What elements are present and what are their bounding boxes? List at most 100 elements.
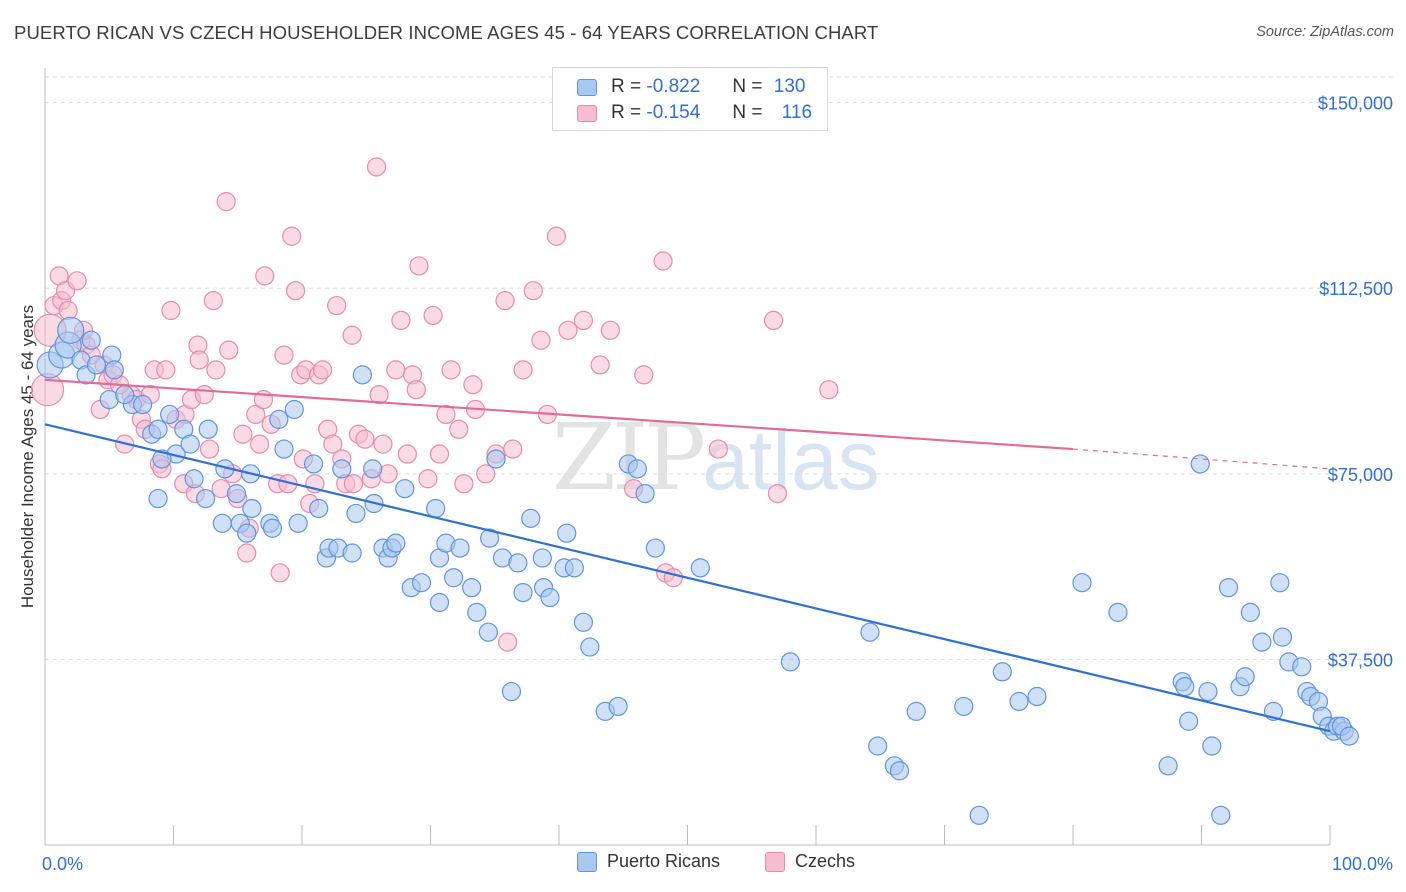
puerto-rican-point [288, 513, 308, 533]
puerto-rican-point [148, 419, 168, 439]
czech-point [767, 484, 788, 504]
czech-point [246, 404, 266, 425]
puerto-rican-point [467, 602, 487, 622]
puerto-rican-point [501, 681, 522, 702]
puerto-rican-point [580, 637, 600, 657]
czech-point [67, 271, 87, 291]
czech-point [156, 360, 176, 380]
czech-point [653, 251, 673, 271]
pink-swatch [577, 104, 597, 122]
czech-point [219, 340, 239, 360]
puerto-rican-point [486, 449, 506, 469]
czech-point [498, 632, 518, 652]
czech-point [369, 385, 389, 405]
puerto-rican-point [180, 434, 200, 454]
czech-point [366, 157, 387, 177]
puerto-rican-point [906, 701, 926, 721]
czech-point [449, 419, 469, 439]
puerto-rican-point [889, 761, 910, 781]
czech-point [189, 350, 209, 370]
czech-point [312, 360, 333, 380]
blue-swatch [577, 78, 597, 96]
legend-item-puerto-ricans[interactable]: Puerto Ricans [577, 851, 720, 872]
czech-point [194, 385, 214, 405]
puerto-rican-point [309, 498, 329, 519]
y-tick-label: $37,500 [1328, 650, 1393, 670]
r-value: -0.822 [646, 76, 701, 97]
czech-point [531, 330, 551, 350]
puerto-rican-point [480, 528, 500, 548]
y-tick-label: $150,000 [1318, 94, 1393, 114]
puerto-rican-point [226, 484, 247, 504]
puerto-rican-point [1108, 602, 1128, 622]
czech-point [590, 355, 610, 375]
puerto-rican-point [564, 558, 585, 578]
czech-point [634, 365, 654, 385]
puerto-rican-point [444, 568, 464, 588]
puerto-rican-point [868, 736, 888, 756]
x-tick-label-max: 100.0% [1332, 854, 1393, 874]
czech-point [406, 380, 426, 400]
puerto-rican-trendline [44, 423, 1331, 733]
x-tick-label-min: 0.0% [42, 854, 83, 874]
puerto-rican-point [386, 533, 406, 553]
puerto-rican-point [462, 578, 482, 598]
chart-title: PUERTO RICAN VS CZECH HOUSEHOLDER INCOME… [14, 22, 879, 43]
r-value: -0.154 [646, 102, 701, 123]
puerto-rican-point [513, 582, 533, 603]
n-value: 130 [773, 76, 806, 97]
czech-point [476, 464, 496, 484]
czech-point [30, 373, 65, 407]
czech-point [663, 568, 683, 588]
r-label: R = [611, 102, 642, 123]
puerto-rican-point [1202, 736, 1222, 756]
czech-point [203, 291, 223, 311]
puerto-rican-point [1240, 602, 1260, 622]
puerto-rican-point [635, 484, 655, 504]
y-tick-label: $112,500 [1319, 279, 1393, 299]
puerto-rican-point [573, 612, 594, 632]
puerto-rican-point [196, 488, 216, 509]
czech-point [763, 310, 784, 331]
puerto-rican-point [363, 459, 383, 479]
czech-point [436, 404, 456, 425]
puerto-rican-point [152, 449, 172, 469]
czech-point [708, 439, 728, 459]
czech-point [573, 310, 594, 331]
czech-point [58, 300, 78, 321]
puerto-rican-point [860, 622, 880, 642]
puerto-rican-point [1027, 686, 1047, 707]
czech-point [323, 434, 343, 454]
blue-swatch [577, 851, 597, 872]
czech-point [391, 310, 411, 331]
puerto-rican-point [429, 592, 450, 613]
y-tick-label: $75,000 [1328, 465, 1393, 485]
czech-point [199, 439, 220, 459]
czech-point [463, 375, 483, 395]
puerto-rican-point [332, 459, 352, 479]
puerto-rican-point [1252, 632, 1272, 652]
czech-trendline-extension [1072, 448, 1331, 470]
pink-swatch [765, 851, 785, 872]
legend-item-czechs[interactable]: Czechs [765, 851, 855, 872]
puerto-rican-point [104, 360, 124, 380]
puerto-rican-point [184, 469, 204, 489]
puerto-rican-point [1198, 681, 1218, 702]
watermark-atlas: atlas [702, 413, 880, 507]
n-label: N = [732, 76, 763, 97]
puerto-rican-point [81, 330, 101, 350]
czech-point [418, 469, 438, 489]
czech-point [342, 325, 362, 345]
puerto-rican-point [274, 439, 294, 459]
czech-point [285, 281, 306, 301]
puerto-rican-point [532, 548, 552, 568]
puerto-rican-point [352, 365, 372, 385]
puerto-rican-point [212, 513, 232, 533]
czech-point [343, 474, 363, 494]
puerto-rican-point [1175, 677, 1195, 697]
czech-point [454, 474, 474, 494]
puerto-rican-point [450, 538, 470, 558]
puerto-rican-point [690, 558, 710, 578]
n-label: N = [732, 102, 763, 123]
czech-point [600, 320, 621, 340]
